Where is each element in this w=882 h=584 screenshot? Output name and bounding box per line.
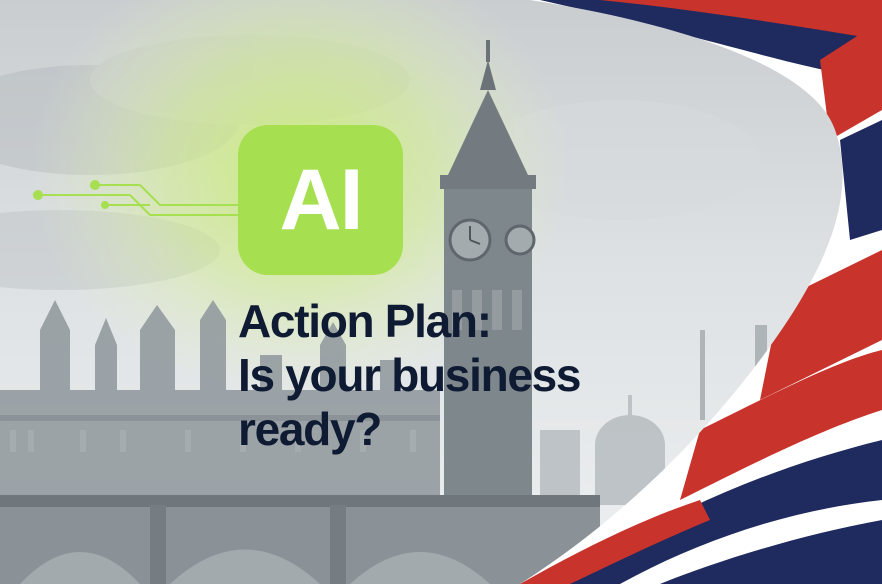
big-ben-clock-tower (440, 40, 536, 505)
circuit-lines-icon (33, 180, 238, 216)
ai-badge: AI (238, 125, 403, 275)
headline: Action Plan: Is your business ready? (238, 294, 582, 456)
headline-line-2: Is your business (238, 349, 582, 401)
parliament-building (0, 300, 440, 500)
distant-buildings (540, 325, 767, 505)
headline-line-1: Action Plan: (238, 295, 492, 347)
westminster-bridge (0, 495, 600, 584)
ai-badge-label: AI (279, 152, 364, 248)
headline-line-3: ready? (238, 403, 382, 455)
parliament-windows (10, 430, 416, 452)
